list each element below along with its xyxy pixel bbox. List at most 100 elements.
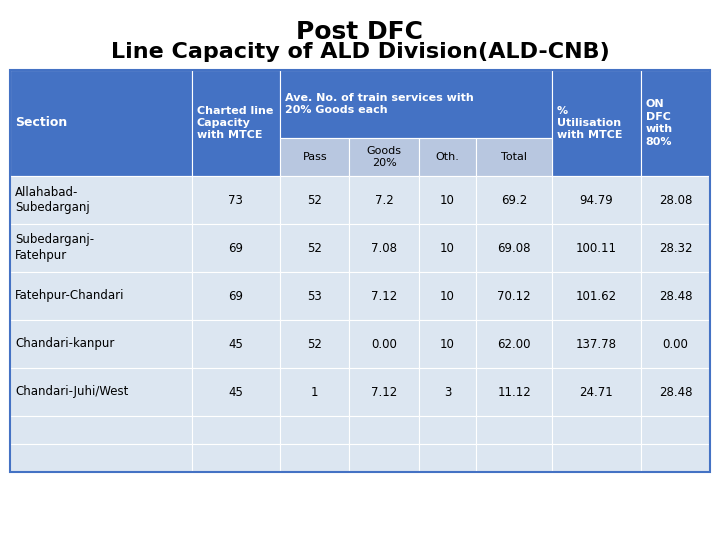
Bar bbox=[280, 224, 349, 272]
Bar bbox=[192, 176, 280, 224]
Text: ON
DFC
with
80%: ON DFC with 80% bbox=[646, 99, 673, 146]
Text: %
Utilisation
with MTCE: % Utilisation with MTCE bbox=[557, 106, 623, 140]
Text: Allahabad-
Subedarganj: Allahabad- Subedarganj bbox=[15, 186, 90, 214]
Bar bbox=[349, 320, 419, 368]
Text: Post DFC: Post DFC bbox=[297, 20, 423, 44]
Text: 28.08: 28.08 bbox=[659, 193, 692, 206]
Text: 69.2: 69.2 bbox=[501, 193, 527, 206]
Bar bbox=[280, 176, 349, 224]
Bar bbox=[192, 70, 280, 176]
Text: 7.2: 7.2 bbox=[374, 193, 393, 206]
Bar bbox=[476, 138, 552, 176]
Bar bbox=[349, 176, 419, 224]
Text: 137.78: 137.78 bbox=[576, 338, 617, 350]
Text: Pass: Pass bbox=[302, 152, 327, 162]
Bar bbox=[476, 368, 552, 416]
Text: 94.79: 94.79 bbox=[580, 193, 613, 206]
Bar bbox=[280, 416, 349, 444]
Bar bbox=[192, 320, 280, 368]
Bar bbox=[10, 416, 192, 444]
Bar bbox=[552, 176, 641, 224]
Bar bbox=[552, 444, 641, 472]
Text: 7.12: 7.12 bbox=[371, 289, 397, 302]
Text: Chandari-kanpur: Chandari-kanpur bbox=[15, 338, 114, 350]
Text: 7.12: 7.12 bbox=[371, 386, 397, 399]
Text: 70.12: 70.12 bbox=[498, 289, 531, 302]
Bar bbox=[476, 444, 552, 472]
Bar bbox=[192, 416, 280, 444]
Text: Line Capacity of ALD Division(ALD-CNB): Line Capacity of ALD Division(ALD-CNB) bbox=[111, 42, 609, 62]
Text: 24.71: 24.71 bbox=[580, 386, 613, 399]
Text: 73: 73 bbox=[228, 193, 243, 206]
Bar bbox=[10, 176, 192, 224]
Text: Oth.: Oth. bbox=[436, 152, 459, 162]
Text: 69: 69 bbox=[228, 289, 243, 302]
Text: 45: 45 bbox=[228, 386, 243, 399]
Bar bbox=[552, 416, 641, 444]
Text: 10: 10 bbox=[440, 241, 455, 254]
Bar bbox=[280, 368, 349, 416]
Bar bbox=[10, 70, 710, 472]
Bar bbox=[10, 368, 192, 416]
Bar bbox=[10, 320, 192, 368]
Bar bbox=[641, 272, 710, 320]
Bar bbox=[552, 70, 641, 176]
Text: 52: 52 bbox=[307, 193, 323, 206]
Text: 0.00: 0.00 bbox=[371, 338, 397, 350]
Text: 10: 10 bbox=[440, 193, 455, 206]
Bar bbox=[192, 444, 280, 472]
Bar bbox=[419, 368, 476, 416]
Bar bbox=[419, 272, 476, 320]
Bar bbox=[192, 272, 280, 320]
Text: 100.11: 100.11 bbox=[576, 241, 617, 254]
Text: Goods
20%: Goods 20% bbox=[366, 146, 402, 168]
Bar bbox=[349, 368, 419, 416]
Bar bbox=[641, 368, 710, 416]
Bar bbox=[641, 70, 710, 176]
Bar bbox=[280, 444, 349, 472]
Bar bbox=[280, 70, 552, 138]
Text: 28.48: 28.48 bbox=[659, 386, 692, 399]
Text: 69.08: 69.08 bbox=[498, 241, 531, 254]
Text: Chandari-Juhi/West: Chandari-Juhi/West bbox=[15, 386, 128, 399]
Bar bbox=[280, 138, 349, 176]
Text: 1: 1 bbox=[311, 386, 318, 399]
Text: 28.48: 28.48 bbox=[659, 289, 692, 302]
Bar bbox=[476, 320, 552, 368]
Bar bbox=[476, 176, 552, 224]
Text: 45: 45 bbox=[228, 338, 243, 350]
Text: 101.62: 101.62 bbox=[576, 289, 617, 302]
Bar bbox=[349, 416, 419, 444]
Text: Charted line
Capacity
with MTCE: Charted line Capacity with MTCE bbox=[197, 106, 273, 140]
Text: Section: Section bbox=[15, 117, 67, 130]
Text: 52: 52 bbox=[307, 241, 323, 254]
Text: Fatehpur-Chandari: Fatehpur-Chandari bbox=[15, 289, 125, 302]
Bar bbox=[552, 272, 641, 320]
Bar bbox=[349, 224, 419, 272]
Bar bbox=[476, 224, 552, 272]
Bar bbox=[10, 224, 192, 272]
Text: 11.12: 11.12 bbox=[498, 386, 531, 399]
Bar bbox=[419, 320, 476, 368]
Text: Total: Total bbox=[501, 152, 527, 162]
Bar bbox=[349, 444, 419, 472]
Bar bbox=[641, 320, 710, 368]
Bar bbox=[10, 70, 192, 176]
Bar bbox=[419, 444, 476, 472]
Text: 0.00: 0.00 bbox=[662, 338, 688, 350]
Bar bbox=[349, 272, 419, 320]
Bar bbox=[552, 224, 641, 272]
Text: 7.08: 7.08 bbox=[371, 241, 397, 254]
Text: Ave. No. of train services with
20% Goods each: Ave. No. of train services with 20% Good… bbox=[285, 93, 474, 115]
Text: 52: 52 bbox=[307, 338, 323, 350]
Text: 3: 3 bbox=[444, 386, 451, 399]
Text: 28.32: 28.32 bbox=[659, 241, 692, 254]
Bar bbox=[641, 416, 710, 444]
Text: 69: 69 bbox=[228, 241, 243, 254]
Bar bbox=[280, 320, 349, 368]
Bar bbox=[349, 138, 419, 176]
Text: 10: 10 bbox=[440, 289, 455, 302]
Bar bbox=[419, 176, 476, 224]
Bar bbox=[476, 272, 552, 320]
Bar bbox=[419, 224, 476, 272]
